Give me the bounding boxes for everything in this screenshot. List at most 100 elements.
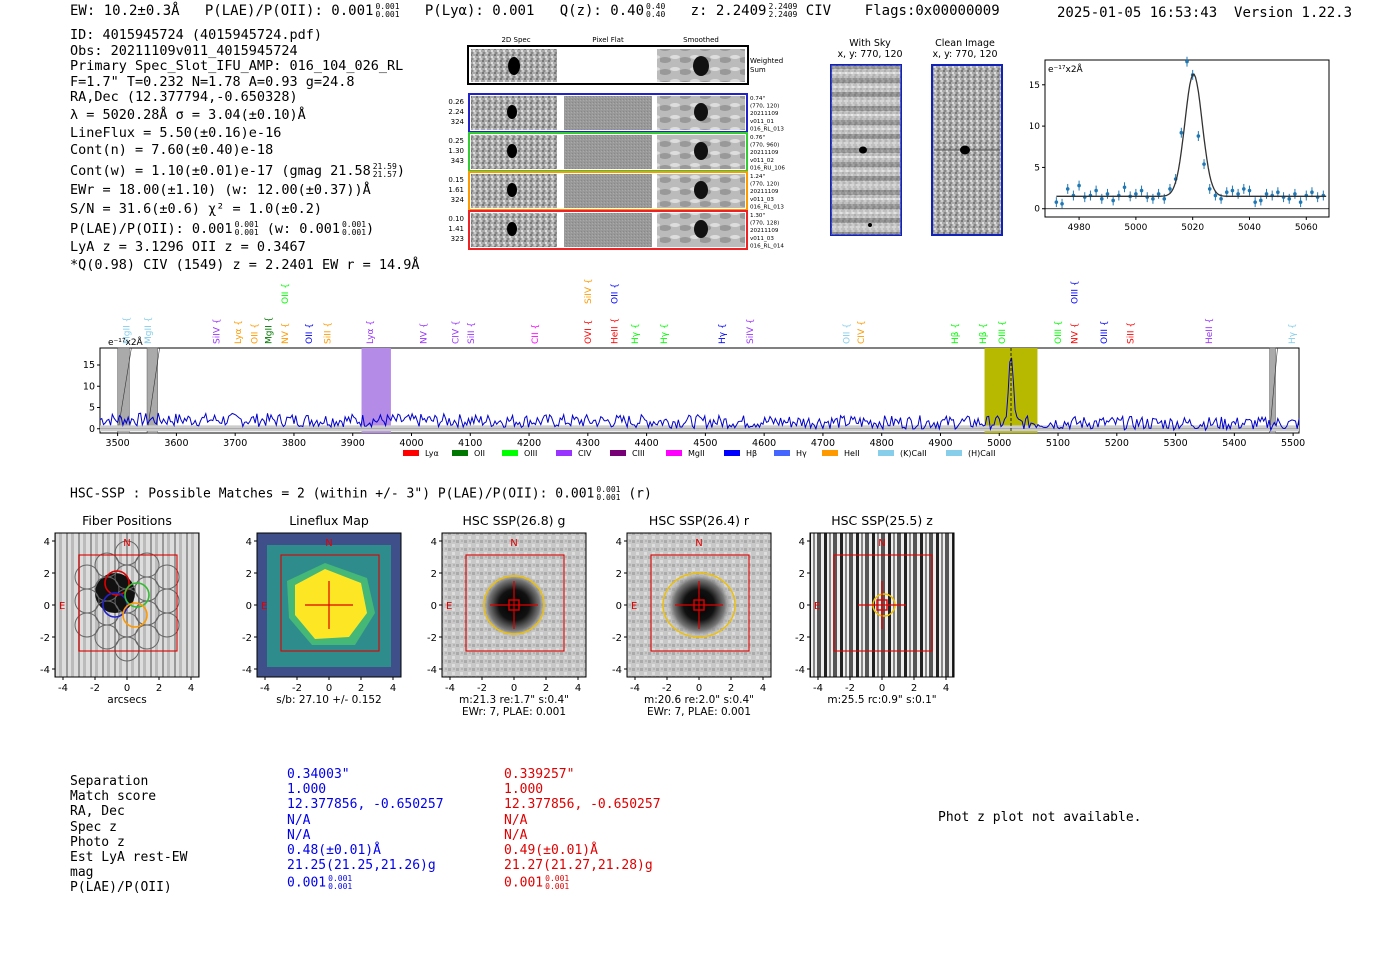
cutout-right-info: 20211109 bbox=[750, 111, 779, 117]
cutout-right-info: 20211109 bbox=[750, 150, 779, 156]
match-value: 0.001 0.001 0.001 bbox=[504, 874, 570, 892]
cutout-source-smooth bbox=[694, 103, 708, 121]
line-label: SiII { bbox=[467, 322, 477, 344]
panel-xtick-label: 4 bbox=[943, 683, 949, 694]
line-label: OII { bbox=[842, 323, 852, 344]
line-label: Hβ { bbox=[951, 323, 961, 344]
with-sky-title: With Sky x, y: 770, 120 bbox=[837, 38, 903, 60]
panel-ytick-label: -2 bbox=[242, 633, 252, 644]
panel-xtick-label: -4 bbox=[813, 683, 823, 694]
line-label: Hγ { bbox=[718, 323, 728, 344]
zoom-point bbox=[1185, 59, 1189, 64]
center-square bbox=[693, 599, 705, 611]
cutout-right-info: (770, 960) bbox=[750, 143, 779, 149]
line-label: Lyα { bbox=[366, 320, 376, 344]
zoom-point bbox=[1298, 200, 1303, 204]
legend-label: Hβ bbox=[746, 449, 757, 458]
fiber-circle bbox=[74, 564, 100, 590]
match-row-label: Separation bbox=[70, 774, 149, 789]
cutout-left-stat: 0.25 bbox=[448, 137, 464, 145]
zoom-point bbox=[1111, 198, 1115, 203]
cutout-pixelflat bbox=[564, 213, 652, 247]
fiber-circle bbox=[114, 540, 140, 566]
panel-title: HSC SSP(26.8) g bbox=[463, 513, 566, 528]
center-square bbox=[508, 599, 520, 611]
full-xtick-label: 5200 bbox=[1105, 438, 1129, 449]
match-row-label: P(LAE)/P(OII) bbox=[70, 880, 172, 896]
line-label: Hγ { bbox=[631, 323, 641, 344]
line-label: Lyα { bbox=[234, 320, 244, 344]
zoom-ytick-label: 5 bbox=[1034, 163, 1040, 173]
panel-xlabel: m:21.3 re:1.7" s:0.4" bbox=[459, 694, 569, 706]
cutout-row-1: 0.26 2.24 324 0.74" (770, 120)20211109 v011_0… bbox=[448, 93, 784, 133]
zoom-point bbox=[1162, 197, 1167, 201]
line-label-upper: OIII { bbox=[1070, 280, 1080, 304]
full-xtick-label: 3900 bbox=[341, 438, 365, 449]
line-label-upper: SiIV { bbox=[584, 278, 594, 304]
fiber-circle-highlight bbox=[104, 570, 130, 596]
header-flags: Flags:0x00000009 bbox=[864, 3, 1000, 19]
zoom-point bbox=[1247, 188, 1252, 193]
zoom-point bbox=[1134, 192, 1138, 196]
panel-xlabel: m:25.5 rc:0.9" s:0.1" bbox=[827, 694, 936, 706]
cutout-left-stat: 1.41 bbox=[448, 225, 464, 233]
lineflux-peak bbox=[295, 569, 367, 639]
full-xtick-label: 3500 bbox=[106, 438, 130, 449]
panel-xtick-label: 4 bbox=[760, 683, 766, 694]
match-row-label: RA, Dec bbox=[70, 804, 125, 820]
east-label: E bbox=[59, 601, 65, 612]
fiber-circle-highlight bbox=[124, 582, 150, 608]
full-xtick-label: 4800 bbox=[870, 438, 894, 449]
panel-title: Fiber Positions bbox=[82, 513, 172, 528]
panel-xtick-label: 0 bbox=[879, 683, 885, 694]
cutout-source-smooth bbox=[694, 220, 708, 238]
match-value: 0.001 0.001 0.001 bbox=[287, 874, 353, 892]
panel-xtick-label: 0 bbox=[511, 683, 517, 694]
header-line: EW: 10.2±0.3Å P(LAE)/P(OII): 0.001 0.001 0… bbox=[70, 2, 1000, 20]
panel-xtick-label: 0 bbox=[326, 683, 332, 694]
cutout-left-stat: 324 bbox=[451, 118, 465, 126]
east-label: E bbox=[261, 601, 267, 612]
match-row-label: Spec z bbox=[70, 819, 117, 835]
weighted-sum-row: Weighted Sum bbox=[467, 45, 783, 85]
line-label: CIV { bbox=[452, 320, 462, 344]
panel-xtick-label: 2 bbox=[728, 683, 734, 694]
fiber-circle bbox=[154, 564, 180, 590]
header-datetime-version: 2025-01-05 16:53:43 Version 1.22.3 bbox=[1057, 5, 1352, 21]
line-label: NV { bbox=[419, 323, 429, 344]
legend-swatch bbox=[878, 450, 894, 456]
cutout-pixelflat bbox=[564, 96, 652, 130]
match-col1: 0.34003" 1.000 12.377856, -0.650257 N/A N/A 0… bbox=[287, 767, 444, 891]
line-label: SiIV { bbox=[212, 318, 222, 344]
match-value: 12.377856, -0.650257 bbox=[287, 797, 444, 813]
panel-xtick-label: -2 bbox=[845, 683, 855, 694]
panel-xtick-label: 2 bbox=[358, 683, 364, 694]
line-label: MgII { bbox=[144, 317, 154, 344]
cutout-right-info: v011_03 bbox=[750, 197, 774, 203]
legend-label: CIII bbox=[632, 449, 645, 458]
header-z: z: 2.2409 bbox=[690, 3, 767, 19]
panel-ytick-label: 2 bbox=[616, 569, 622, 580]
zoom-point bbox=[1276, 190, 1280, 195]
zoom-point bbox=[1259, 198, 1263, 203]
legend-swatch bbox=[724, 450, 740, 456]
legend-swatch bbox=[452, 450, 468, 456]
cutout-source-smooth bbox=[694, 142, 708, 160]
zoom-xtick-label: 5000 bbox=[1124, 223, 1147, 233]
line-label: SiII { bbox=[1126, 322, 1136, 344]
full-xtick-label: 4600 bbox=[752, 438, 776, 449]
panel-ytick-label: -2 bbox=[612, 633, 622, 644]
match-row-label: Photo z bbox=[70, 834, 125, 850]
match-col2: 0.339257" 1.000 12.377856, -0.650257 N/A N/A… bbox=[504, 767, 661, 891]
zoom-point bbox=[1287, 197, 1292, 201]
cutout-source bbox=[507, 183, 517, 197]
full-xtick-label: 4400 bbox=[635, 438, 659, 449]
panel-xtick-label: 2 bbox=[543, 683, 549, 694]
line-label-upper: OII { bbox=[610, 283, 620, 304]
zoom-point bbox=[1264, 192, 1269, 196]
zoom-frame bbox=[1044, 59, 1330, 218]
fiber-circle-highlight bbox=[102, 592, 128, 618]
line-label: OIII { bbox=[1054, 320, 1064, 344]
info-radec: RA,Dec (12.377794,-0.650328) bbox=[70, 89, 298, 106]
panel-xtick-label: -2 bbox=[477, 683, 487, 694]
